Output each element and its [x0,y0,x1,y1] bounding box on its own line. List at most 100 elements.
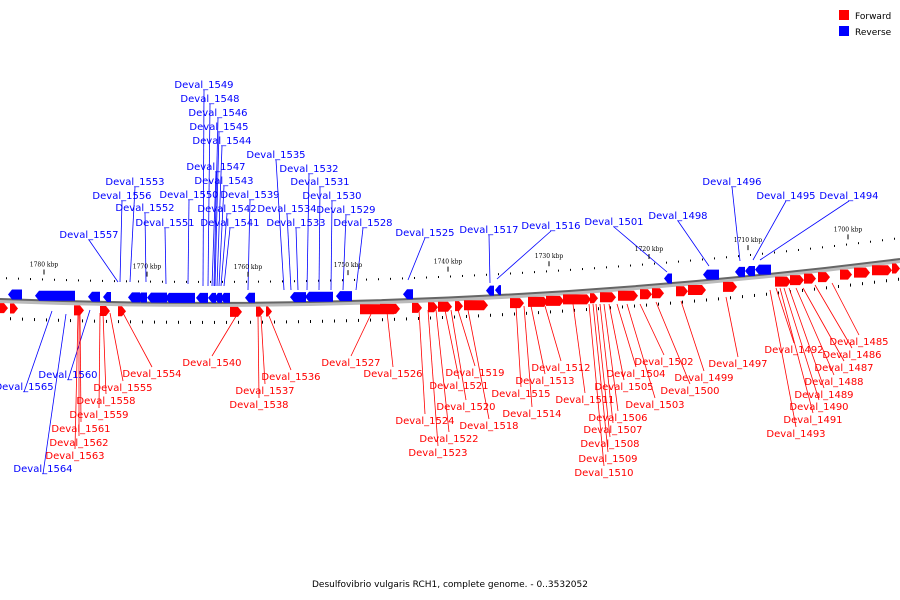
scale-tick [706,298,707,302]
forward-gene-arrow [854,267,870,278]
forward-gene-label: Deval_1537 [235,386,294,397]
forward-gene-label: Deval_1493 [766,429,825,440]
reverse-gene-arrow [214,292,222,303]
scale-tick [718,297,719,301]
forward-leader-line [74,313,79,450]
scale-tick [30,278,31,281]
scale-tick [238,320,239,324]
scale-tick [298,320,299,324]
reverse-gene-label: Deval_1550 [159,190,218,201]
scale-tick [234,280,235,283]
reverse-gene-arrow [664,273,672,284]
scale-tick [414,276,415,279]
forward-gene-label: Deval_1507 [583,425,642,436]
scale-tick [738,255,739,258]
reverse-gene-arrow [208,292,216,303]
forward-gene-arrow [10,303,18,314]
forward-gene-label: Deval_1499 [674,373,733,384]
reverse-leader-lines [23,89,850,475]
scale-tick [118,320,119,324]
scale-tick [610,306,611,310]
reverse-gene-label: Deval_1552 [115,203,174,214]
scale-tick [22,317,23,321]
scale-tick [654,262,655,265]
scale-tick [454,315,455,319]
forward-leader-line [788,287,825,389]
scale-tick [766,292,767,296]
reverse-gene-label: Deval_1553 [105,177,164,188]
reverse-leader-line [496,230,552,280]
scale-tick [742,295,743,299]
forward-gene-arrow [455,301,463,312]
forward-gene-label: Deval_1497 [708,359,767,370]
reverse-leader-line [129,186,136,283]
reverse-gene-label: Deval_1543 [194,176,253,187]
forward-gene-label: Deval_1509 [578,454,637,465]
forward-gene-arrow [892,263,900,274]
forward-gene-label: Deval_1508 [580,439,639,450]
forward-gene-label: Deval_1563 [45,451,104,462]
reverse-gene-arrow [103,291,111,302]
reverse-gene-label: Deval_1532 [279,164,338,175]
reverse-gene-label: Deval_1544 [192,136,251,147]
forward-gene-arrow [74,305,84,316]
scale-tick [750,253,751,256]
forward-gene-arrow [652,288,664,299]
forward-gene-label: Deval_1510 [574,468,633,479]
forward-leader-line [616,303,637,368]
forward-gene-arrow [266,306,272,317]
reverse-leader-line [318,186,321,291]
forward-leader-line [599,303,614,424]
scale-tick [358,318,359,322]
scale-tick [798,248,799,251]
reverse-gene-label: Deval_1546 [188,108,247,119]
reverse-leader-line [187,199,190,285]
reverse-leader-line [211,171,217,287]
reverse-gene-arrow [137,292,147,303]
forward-gene-arrow [256,306,264,317]
scale-tick [282,280,283,283]
scale-tick [802,288,803,292]
genome-backbone-shadow [0,259,900,307]
scale-tick [498,273,499,276]
scale-tick [462,274,463,277]
scale-tick [102,279,103,282]
scale-tick [550,310,551,314]
scale-tick [82,319,83,323]
reverse-gene-label: Deval_1547 [186,162,245,173]
scale-tick [34,318,35,322]
forward-leader-line [435,309,450,433]
forward-leader-line [795,287,835,376]
legend-forward-label: Forward [855,12,891,22]
scale-tick [330,279,331,282]
forward-leader-line [444,309,460,380]
scale-tick [402,277,403,280]
reverse-leader-line [295,227,299,291]
reverse-gene-label: Deval_1516 [521,221,580,232]
legend-reverse-label: Reverse [855,28,892,38]
forward-gene-arrow [723,281,737,292]
reverse-leader-line [23,310,53,393]
scale-tick [778,291,779,295]
scale-tick [874,280,875,284]
reverse-leader-line [218,185,225,287]
scale-tick [502,313,503,317]
reverse-gene-arrow [755,264,771,275]
scale-tick [538,311,539,315]
forward-gene-arrow [600,292,616,303]
scale-label: 1710 kbp [734,237,763,244]
scale-tick [634,304,635,308]
reverse-leader-line [207,103,211,287]
scale-tick [258,280,259,283]
reverse-gene-label: Deval_1529 [316,205,375,216]
reverse-gene-labels: Deval_1565 Deval_1564 Deval_1560 Deval_1557… [0,80,879,475]
scale-labels: 1780 kbp 1770 kbp 1760 kbp 1750 kbp 1740 kbp… [30,226,862,277]
forward-leader-line [769,289,797,428]
reverse-leader-line [88,239,119,283]
scale-tick [310,320,311,324]
forward-gene-label: Deval_1490 [789,402,848,413]
reverse-gene-label: Deval_1541 [200,218,259,229]
reverse-leader-line [220,213,228,287]
forward-gene-arrow [230,306,242,317]
scale-tick [478,314,479,318]
